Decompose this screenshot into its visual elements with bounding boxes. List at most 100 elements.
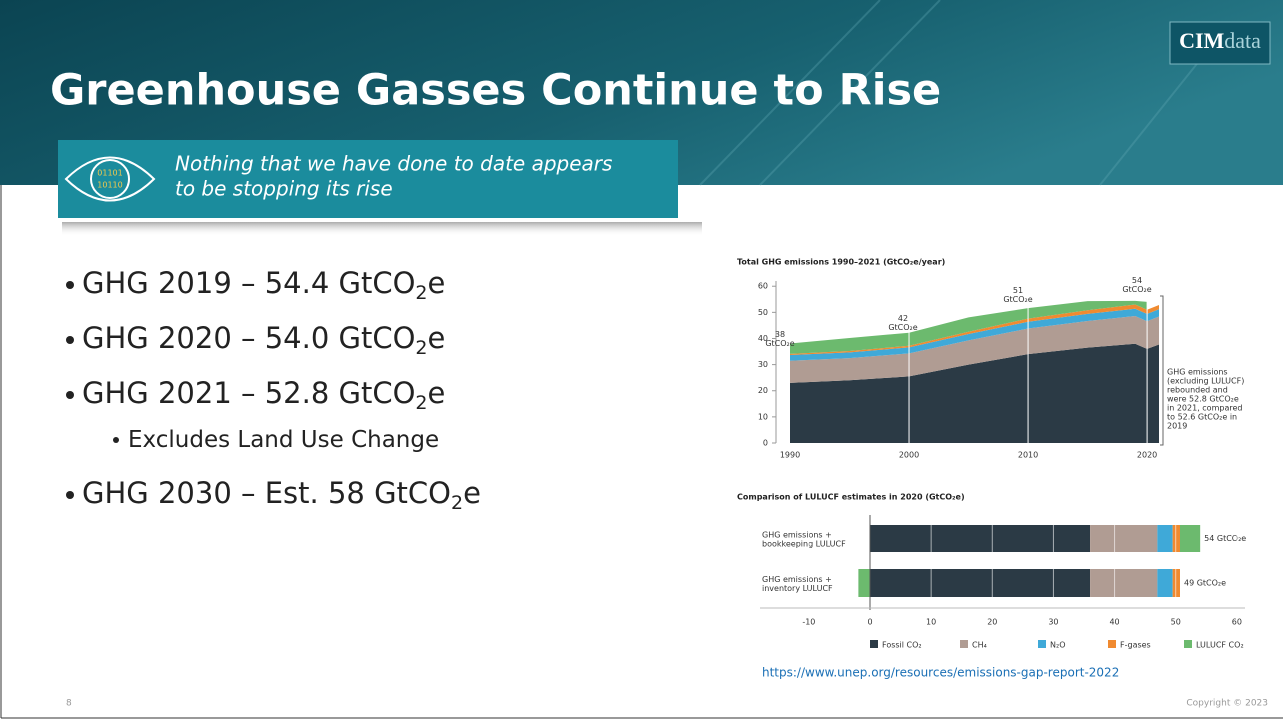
bullet-suffix: e [428,321,446,355]
total-label: 49 GtCO₂e [1184,579,1226,588]
page-number: 8 [66,699,72,709]
eye-iris [90,159,130,199]
note: GHG emissions [1167,368,1228,377]
note: 2019 [1167,422,1187,431]
annotation-line: GtCO₂e [765,339,794,348]
annotation-line: GtCO₂e [1003,295,1032,304]
bullet-text: GHG 2030 – Est. 58 GtCO [82,476,451,510]
x-tick-label: 40 [1109,618,1119,627]
bar-segment [870,569,1091,597]
annotation-line: GtCO₂e [1122,285,1151,294]
annotation: 54 GtCO₂e [1122,276,1151,294]
bullet: GHG 2021 – 52.8 GtCO2e [82,376,445,414]
y-tick-label: 20 [758,386,768,395]
icon-text: 10110 [97,181,122,190]
note-bracket [1160,295,1164,446]
bar-segment [1090,569,1158,597]
bullet-dot [66,336,74,344]
header-lines [699,0,1201,186]
bar-segment [1172,525,1180,552]
category-line: bookkeeping LULUCF [762,539,846,548]
legend-swatch [870,640,878,648]
logo-box [1169,21,1271,65]
annotation: 51 GtCO₂e [1003,286,1032,304]
bar-segment [1157,525,1173,552]
total-label: 54 GtCO₂e [1204,534,1246,543]
note: rebounded and [1167,386,1228,395]
chart-title: Total GHG emissions 1990–2021 (GtCO₂e/ye… [737,258,945,267]
y-tick-label: 60 [758,282,768,291]
x-tick-label: 10 [926,618,936,627]
legend-swatch [1184,640,1192,648]
bullet-text: GHG 2021 – 52.8 GtCO [82,376,415,410]
bullet-dot [113,437,119,443]
x-tick-label: 0 [867,618,872,627]
bullet: GHG 2020 – 54.0 GtCO2e [82,321,445,359]
y-tick-label: 30 [758,360,768,369]
copyright: Copyright © 2023 [1186,699,1268,709]
bullet: GHG 2030 – Est. 58 GtCO2e [82,476,481,514]
annotation-line: 42 [898,314,908,323]
bar-segment [1179,525,1201,552]
callout-box [58,140,678,218]
bar-segment [858,569,870,597]
area [790,304,1159,355]
legend-label: F-gases [1120,641,1151,650]
eye-icon [64,156,156,202]
bullet: GHG 2019 – 54.4 GtCO2e [82,266,445,304]
area [790,300,1148,354]
bar-segment [870,525,1091,552]
bar-segment [1090,525,1158,552]
source-link[interactable]: https://www.unep.org/resources/emissions… [762,666,1119,680]
legend-label: N₂O [1050,641,1066,650]
x-tick-label: 60 [1232,618,1242,627]
category-label: GHG emissions + inventory LULUCF [762,575,833,593]
bar-segment [1157,569,1173,597]
category-line: GHG emissions + [762,575,832,584]
bullet-sub: 2 [415,392,427,414]
bullet-dot [66,281,74,289]
icon-text: 01101 [97,169,122,178]
logo: CIMdata [1179,28,1261,53]
legend-swatch [960,640,968,648]
bullet-sub: 2 [451,492,463,514]
legend-label: CH₄ [972,641,987,650]
y-tick-label: 0 [763,439,768,448]
bullet-sub: 2 [415,282,427,304]
annotation-line: 38 [775,330,785,339]
legend-swatch [1108,640,1116,648]
annotation-line: 54 [1132,276,1142,285]
y-tick-label: 10 [758,412,768,421]
x-tick-label: 50 [1171,618,1181,627]
bullet-text: GHG 2019 – 54.4 GtCO [82,266,415,300]
legend-label: Fossil CO₂ [882,641,922,650]
x-tick-label: -10 [802,618,815,627]
bullet-text: GHG 2020 – 54.0 GtCO [82,321,415,355]
chart-title: Comparison of LULUCF estimates in 2020 (… [737,493,965,502]
callout-text: Nothing that we have done to date appear… [175,152,612,176]
title: Greenhouse Gasses Continue to Rise [50,66,941,116]
area [790,308,1159,361]
annotation: 38 GtCO₂e [765,330,794,348]
bullet-sub: 2 [415,337,427,359]
x-tick-label: 2000 [899,451,919,460]
note: to 52.6 GtCO₂e in [1167,413,1237,422]
area [790,316,1159,383]
category-line: inventory LULUCF [762,584,833,593]
logo-light: data [1224,28,1261,53]
category-label: GHG emissions + bookkeeping LULUCF [762,530,846,548]
x-tick-label: 20 [987,618,997,627]
bullet-suffix: e [428,376,446,410]
callout-shadow [62,222,702,236]
annotation: 42 GtCO₂e [888,314,917,332]
note: (excluding LULUCF) [1167,377,1244,386]
bullet-text: Excludes Land Use Change [128,427,439,453]
legend-swatch [1038,640,1046,648]
annotation-line: 51 [1013,286,1023,295]
y-tick-label: 50 [758,308,768,317]
x-tick-label: 30 [1048,618,1058,627]
bullet-dot [66,491,74,499]
logo-bold: CIM [1179,28,1224,53]
callout-text: to be stopping its rise [175,177,393,201]
